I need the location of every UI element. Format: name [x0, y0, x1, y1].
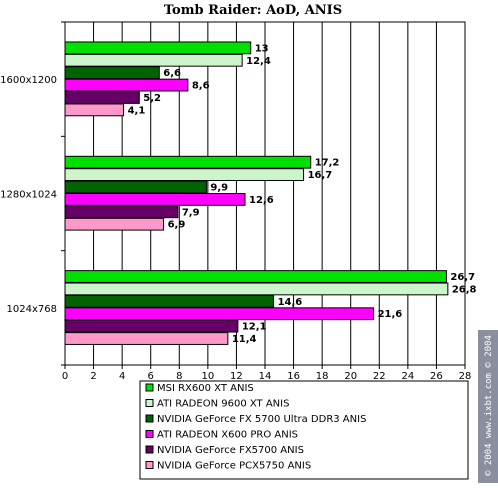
x-tick-label: 2: [90, 371, 96, 382]
data-labels: 13 12,4 6,6 8,6 5,24,1 17,216,7 9,9 12,6 7,9 6,9 2…: [128, 43, 477, 345]
x-tick-label: 4: [119, 371, 125, 382]
x-tick-label: 18: [316, 371, 329, 382]
data-label: 6,6: [163, 68, 181, 79]
data-label: 26,7: [450, 272, 475, 283]
x-tick-label: 24: [401, 371, 414, 382]
data-label: 12,4: [246, 56, 271, 67]
bar: [64, 155, 312, 169]
data-label: 12,1: [242, 322, 267, 333]
bar: [64, 294, 275, 308]
x-tick-label: 6: [148, 371, 154, 382]
bar: [64, 282, 449, 296]
x-tick-label: 20: [344, 371, 357, 382]
legend: MSI RX600 XT ANIS ATI RADEON 9600 XT ANIS…: [139, 380, 469, 480]
bar: [64, 193, 246, 206]
bar: [64, 332, 229, 345]
bar: [64, 78, 189, 92]
x-tick-label: 10: [201, 371, 214, 382]
legend-swatch: [145, 445, 154, 454]
bar: [64, 270, 447, 283]
legend-label: ATI RADEON X600 PRO ANIS: [157, 430, 298, 441]
data-label: 6,9: [168, 220, 186, 231]
data-label: 5,2: [143, 93, 161, 104]
data-label: 14,6: [278, 297, 303, 308]
legend-label: ATI RADEON 9600 XT ANIS: [157, 399, 289, 410]
legend-swatch: [145, 399, 154, 407]
data-label: 17,2: [315, 158, 340, 169]
data-label: 26,8: [452, 284, 477, 295]
bar: [64, 217, 165, 231]
bar: [64, 205, 179, 219]
x-tick-label: 28: [459, 371, 472, 382]
legend-label: NVIDIA GeForce FX 5700 Ultra DDR3 ANIS: [157, 414, 366, 425]
x-tick-label: 16: [287, 371, 300, 382]
x-tick-label: 8: [176, 371, 182, 382]
data-label: 16,7: [308, 170, 333, 181]
bar: [64, 41, 252, 55]
bar: [64, 180, 207, 194]
legend-label: MSI RX600 XT ANIS: [157, 383, 254, 394]
legend-label: NVIDIA GeForce PCX5750 ANIS: [157, 461, 311, 472]
bar: [64, 307, 375, 321]
bar: [64, 319, 239, 333]
x-tick-label: 12: [230, 371, 243, 382]
data-label: 11,4: [232, 334, 257, 345]
data-label: 8,6: [192, 81, 210, 92]
data-label: 9,9: [210, 183, 228, 194]
bar: [64, 66, 160, 80]
x-tick-label: 22: [373, 371, 386, 382]
x-tick-label: 0: [62, 371, 68, 382]
legend-swatch: [145, 430, 154, 438]
x-tick-label: 14: [259, 371, 272, 382]
bar: [64, 91, 140, 104]
data-label: 4,1: [128, 105, 146, 116]
bar: [64, 53, 243, 67]
x-tick-labels: 0 2 4 6 8 10 12 14 16 18 20 22 24 26 28: [62, 371, 472, 382]
data-label: 21,6: [378, 309, 403, 320]
legend-label: NVIDIA GeForce FX5700 ANIS: [157, 445, 304, 456]
legend-swatch: [145, 461, 154, 469]
x-tick-label: 26: [430, 371, 443, 382]
watermark: © 2004 www.ixbt.com © 2004 www.digit-lif…: [478, 232, 498, 483]
legend-box: [139, 380, 469, 480]
legend-swatch: [145, 383, 154, 392]
bars: [64, 41, 449, 345]
category-label: 1024x768: [7, 304, 57, 315]
bar: [64, 168, 305, 181]
category-label: 1280x1024: [0, 190, 57, 201]
bar: [64, 103, 125, 117]
watermark-text: © 2004 www.ixbt.com © 2004 www.digit-lif…: [484, 232, 494, 476]
chart-title: Tomb Raider: AoD, ANIS: [164, 3, 342, 18]
y-axis: 1600x1200 1280x1024 1024x768: [0, 21, 66, 366]
data-label: 7,9: [182, 207, 200, 218]
category-label: 1600x1200: [0, 75, 57, 86]
legend-swatch: [145, 414, 154, 423]
data-label: 13: [255, 43, 269, 54]
data-label: 12,6: [249, 195, 274, 206]
